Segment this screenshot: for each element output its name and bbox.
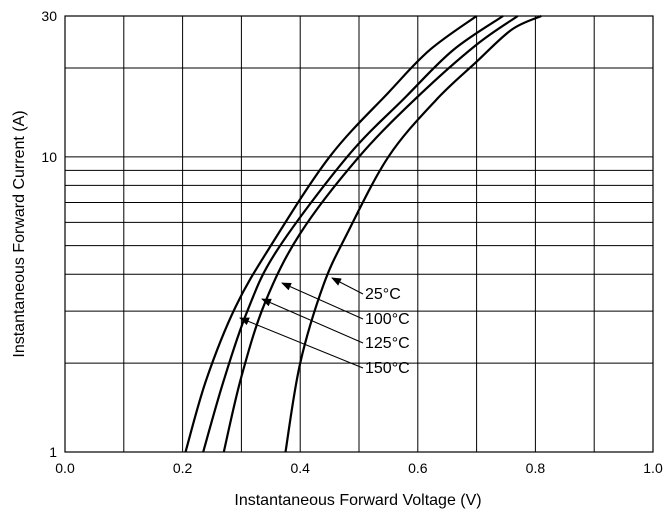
plot-frame [64, 15, 654, 453]
x-tick-label: 0.4 [290, 460, 310, 476]
curves [184, 14, 542, 453]
y-tick-label: 1 [49, 444, 57, 460]
x-tick-label: 0.6 [408, 460, 428, 476]
y-axis-label: Instantaneous Forward Current (A) [11, 110, 28, 357]
annotation-label: 150°C [365, 360, 410, 377]
annotation-leader [331, 277, 364, 295]
annotation-leader [239, 317, 364, 369]
annotation-leader [261, 298, 364, 344]
vertical-grid [123, 16, 595, 452]
x-tick-label: 0.2 [173, 460, 193, 476]
annotation-leader [281, 282, 364, 320]
x-tick-label: 1.0 [643, 460, 663, 476]
x-axis-ticks: 0.0 0.2 0.4 0.6 0.8 1.0 [55, 460, 663, 476]
y-axis-ticks: 1 10 30 [41, 8, 57, 460]
annotation-label: 25°C [365, 286, 401, 303]
curve-100c [222, 15, 519, 453]
annotation-label: 100°C [365, 311, 410, 328]
temperature-annotations: 25°C 100°C 125°C 150°C [239, 277, 410, 377]
x-axis-label: Instantaneous Forward Voltage (V) [234, 492, 481, 509]
x-tick-label: 0.0 [55, 460, 75, 476]
x-tick-label: 0.8 [526, 460, 546, 476]
y-tick-label: 30 [41, 8, 57, 24]
curve-25c [284, 14, 542, 453]
y-tick-label: 10 [41, 149, 57, 165]
annotation-label: 125°C [365, 335, 410, 352]
curve-150c [184, 15, 478, 453]
curve-125c [202, 15, 504, 453]
